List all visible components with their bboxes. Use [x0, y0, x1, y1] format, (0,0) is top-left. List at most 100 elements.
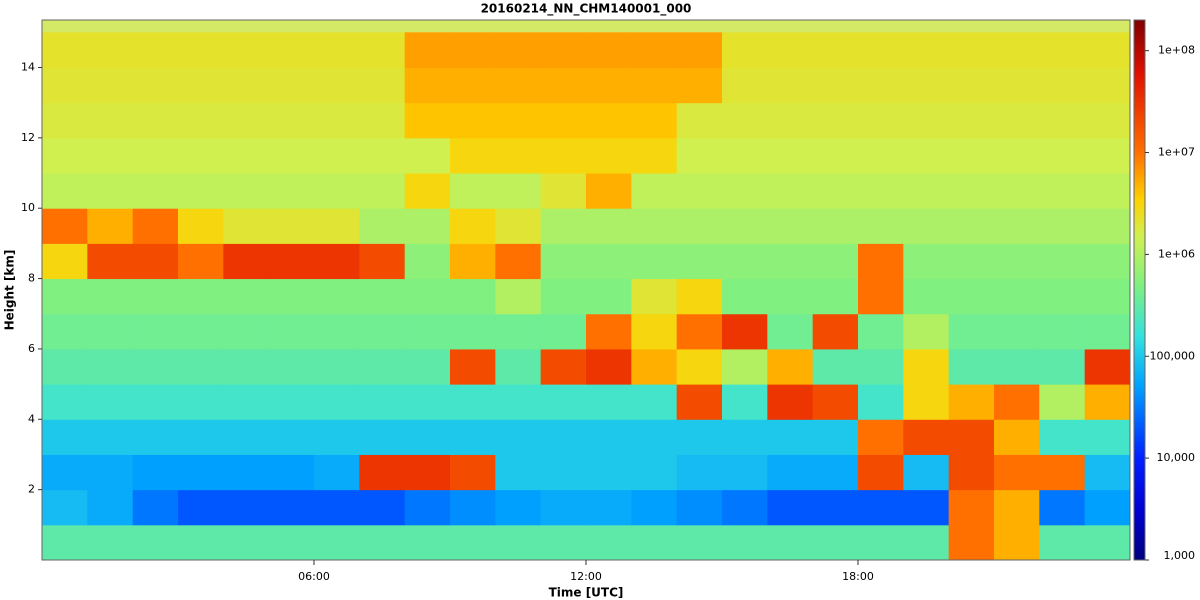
heat-cell — [268, 67, 315, 104]
heat-cell — [268, 278, 315, 315]
heat-cell — [948, 454, 995, 491]
heat-cell — [1039, 419, 1086, 455]
heat-cell — [722, 102, 768, 139]
heat-cell — [540, 348, 587, 385]
heat-cell — [495, 384, 542, 420]
heat-cell — [1084, 524, 1131, 561]
heat-cell — [268, 348, 315, 385]
heat-cell — [132, 419, 179, 455]
heat-cell — [1039, 173, 1086, 209]
heat-cell — [404, 348, 451, 385]
heat-cell — [178, 137, 224, 174]
heat-cell — [631, 384, 678, 420]
heat-cell — [948, 313, 995, 350]
heat-cell — [495, 102, 542, 139]
heat-cell — [359, 137, 406, 174]
heat-cell — [631, 348, 678, 385]
colorbar — [1133, 19, 1146, 561]
heat-cell — [858, 32, 904, 68]
heat-cell — [631, 67, 678, 104]
heat-cell — [631, 454, 678, 491]
heat-cell — [314, 137, 360, 174]
heat-cell — [948, 278, 995, 315]
heat-cell — [314, 489, 360, 526]
heat-cell — [903, 348, 950, 385]
heat-cell — [812, 102, 859, 139]
heat-cell — [948, 384, 995, 420]
heat-cell — [812, 32, 859, 68]
heat-cell — [767, 313, 814, 350]
heat-cell — [994, 173, 1040, 209]
heat-cell — [722, 348, 768, 385]
heat-cell — [450, 384, 496, 420]
heat-cell — [994, 137, 1040, 174]
heat-cell — [178, 243, 224, 280]
heat-cell — [42, 173, 88, 209]
heat-cell — [586, 243, 632, 280]
heat-cell — [87, 173, 134, 209]
heat-cell — [1084, 243, 1131, 280]
heat-cell — [586, 137, 632, 174]
heat-cell — [540, 32, 587, 68]
heat-cell — [132, 102, 179, 139]
heat-cell — [314, 313, 360, 350]
heat-cell — [268, 419, 315, 455]
heat-cell — [359, 313, 406, 350]
heat-cell — [586, 419, 632, 455]
heat-cell — [42, 32, 88, 68]
heat-cell — [676, 489, 723, 526]
heat-cell — [404, 137, 451, 174]
heat-cell — [812, 137, 859, 174]
heat-cell — [178, 524, 224, 561]
heat-cell — [722, 278, 768, 315]
heat-cell — [722, 313, 768, 350]
heat-cell — [268, 384, 315, 420]
heat-cell — [268, 102, 315, 139]
heat-cell — [903, 102, 950, 139]
heat-cell — [586, 489, 632, 526]
heat-cell — [223, 524, 270, 561]
heat-cell — [268, 243, 315, 280]
heat-cell — [858, 278, 904, 315]
heat-cell — [586, 524, 632, 561]
heat-cell — [540, 489, 587, 526]
heat-cell — [223, 454, 270, 491]
heat-cell — [178, 278, 224, 315]
colorbar-tick-label: 1,000 — [1164, 549, 1196, 562]
heat-cell — [178, 208, 224, 244]
heat-cell — [404, 524, 451, 561]
heat-cell — [223, 243, 270, 280]
heat-cell — [404, 489, 451, 526]
heat-cell — [767, 208, 814, 244]
heat-cell — [495, 137, 542, 174]
heat-cell — [42, 313, 88, 350]
x-tick-label: 06:00 — [298, 570, 330, 583]
heat-cell — [404, 173, 451, 209]
heat-cell — [87, 208, 134, 244]
heat-cell — [994, 348, 1040, 385]
heat-cell — [87, 384, 134, 420]
heat-cell — [858, 102, 904, 139]
heat-cell — [359, 173, 406, 209]
heat-cell — [948, 419, 995, 455]
heat-cell — [223, 419, 270, 455]
heat-cell — [676, 348, 723, 385]
heat-cell — [450, 278, 496, 315]
heat-cell — [268, 524, 315, 561]
heat-cell — [586, 313, 632, 350]
y-tick-label: 6 — [28, 342, 35, 355]
heat-cell — [132, 208, 179, 244]
heat-cell — [178, 419, 224, 455]
heat-cell — [1039, 137, 1086, 174]
heat-cell — [87, 32, 134, 68]
heat-cell — [903, 278, 950, 315]
heat-cell — [495, 278, 542, 315]
heat-cell — [404, 102, 451, 139]
heat-cell — [994, 384, 1040, 420]
heat-cell — [948, 32, 995, 68]
heat-cell — [586, 102, 632, 139]
heat-cell — [450, 454, 496, 491]
heat-cell — [42, 208, 88, 244]
heat-cell — [132, 278, 179, 315]
heat-cell — [178, 102, 224, 139]
